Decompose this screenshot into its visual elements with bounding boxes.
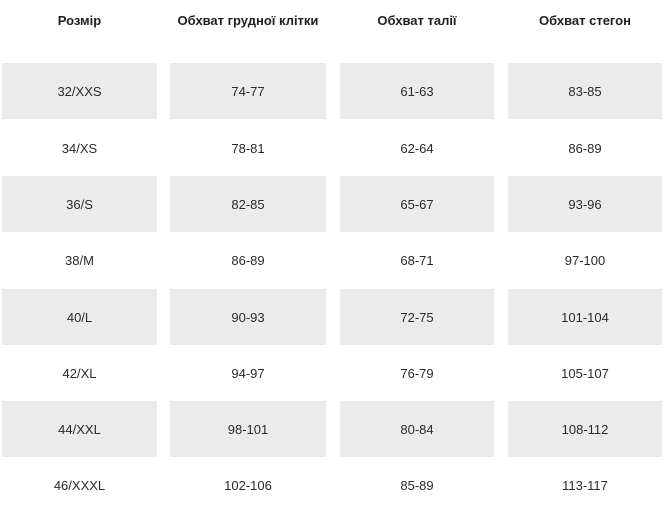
cell-size: 44/XXL bbox=[2, 401, 157, 457]
cell-chest: 102-106 bbox=[224, 477, 272, 493]
header-size: Розмір bbox=[57, 13, 102, 28]
cell-waist: 76-79 bbox=[400, 365, 434, 381]
cell-waist: 72-75 bbox=[340, 289, 494, 345]
cell-chest: 78-81 bbox=[231, 140, 265, 156]
header-waist: Обхват талії bbox=[377, 13, 457, 28]
cell-chest: 74-77 bbox=[170, 63, 326, 119]
cell-chest: 98-101 bbox=[170, 401, 326, 457]
table-row: 46/XXXL 102-106 85-89 113-117 bbox=[0, 457, 664, 497]
cell-waist: 85-89 bbox=[400, 477, 434, 493]
table-row: 44/XXL 98-101 80-84 108-112 bbox=[0, 401, 664, 457]
header-chest: Обхват грудної клітки bbox=[177, 13, 319, 28]
table-row: 36/S 82-85 65-67 93-96 bbox=[0, 176, 664, 232]
table-header-row: Розмір Обхват грудної клітки Обхват талі… bbox=[0, 0, 664, 62]
cell-hips: 86-89 bbox=[568, 140, 602, 156]
header-hips: Обхват стегон bbox=[539, 13, 631, 28]
cell-chest: 94-97 bbox=[231, 365, 265, 381]
table-row: 34/XS 78-81 62-64 86-89 bbox=[0, 120, 664, 176]
cell-hips: 93-96 bbox=[508, 176, 662, 232]
cell-hips: 108-112 bbox=[508, 401, 662, 457]
cell-size: 36/S bbox=[2, 176, 157, 232]
cell-size: 40/L bbox=[2, 289, 157, 345]
size-table: Розмір Обхват грудної клітки Обхват талі… bbox=[0, 0, 664, 497]
cell-waist: 62-64 bbox=[400, 140, 434, 156]
table-row: 38/M 86-89 68-71 97-100 bbox=[0, 232, 664, 288]
cell-chest: 90-93 bbox=[170, 289, 326, 345]
cell-size: 34/XS bbox=[61, 140, 98, 156]
cell-hips: 97-100 bbox=[564, 252, 606, 268]
cell-size: 32/XXS bbox=[2, 63, 157, 119]
cell-chest: 82-85 bbox=[170, 176, 326, 232]
table-row: 32/XXS 74-77 61-63 83-85 bbox=[0, 63, 664, 119]
cell-size: 46/XXXL bbox=[53, 477, 106, 493]
cell-hips: 113-117 bbox=[562, 477, 608, 493]
table-row: 40/L 90-93 72-75 101-104 bbox=[0, 289, 664, 345]
cell-size: 42/XL bbox=[62, 365, 97, 381]
cell-hips: 101-104 bbox=[508, 289, 662, 345]
table-row: 42/XL 94-97 76-79 105-107 bbox=[0, 345, 664, 401]
cell-waist: 61-63 bbox=[340, 63, 494, 119]
cell-hips: 83-85 bbox=[508, 63, 662, 119]
cell-hips: 105-107 bbox=[561, 365, 609, 381]
cell-waist: 68-71 bbox=[400, 252, 434, 268]
cell-waist: 65-67 bbox=[340, 176, 494, 232]
cell-chest: 86-89 bbox=[231, 252, 265, 268]
cell-size: 38/M bbox=[65, 252, 94, 268]
cell-waist: 80-84 bbox=[340, 401, 494, 457]
